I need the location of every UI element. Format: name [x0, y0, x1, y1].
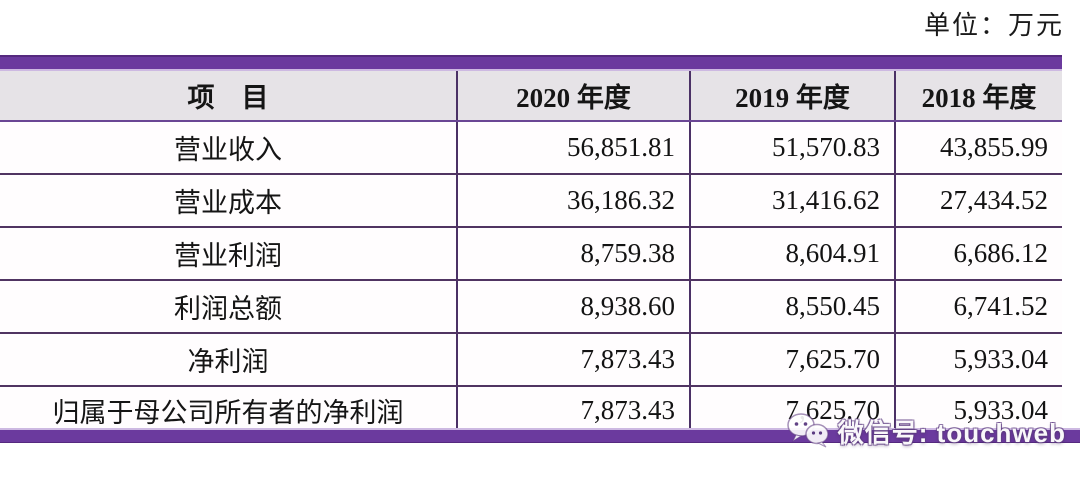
table-row: 营业收入 56,851.81 51,570.83 43,855.99	[0, 121, 1062, 175]
table-top-border	[0, 55, 1062, 71]
cell-value: 5,933.04	[894, 386, 1062, 434]
watermark: 微信号: touchweb	[786, 412, 1066, 450]
row-label: 净利润	[0, 333, 457, 387]
cell-value: 8,759.38	[456, 227, 690, 281]
row-label: 营业成本	[0, 174, 457, 228]
table-row: 利润总额 8,938.60 8,550.45 6,741.52	[0, 280, 1062, 334]
table-row: 营业利润 8,759.38 8,604.91 6,686.12	[0, 227, 1062, 281]
column-header-item: 项 目	[0, 71, 457, 122]
table-row: 净利润 7,873.43 7,625.70 5,933.04	[0, 333, 1062, 387]
row-label: 归属于母公司所有者的净利润	[0, 386, 457, 434]
financial-summary-table: 项 目 2020 年度 2019 年度 2018 年度 营业收入 56,851.…	[0, 71, 1062, 434]
cell-value: 43,855.99	[894, 121, 1062, 175]
cell-value: 56,851.81	[456, 121, 690, 175]
column-header-2018: 2018 年度	[894, 71, 1062, 122]
column-header-2019: 2019 年度	[689, 71, 895, 122]
cell-value: 8,604.91	[689, 227, 895, 281]
row-label: 营业收入	[0, 121, 457, 175]
table-row: 营业成本 36,186.32 31,416.62 27,434.52	[0, 174, 1062, 228]
cell-value: 31,416.62	[689, 174, 895, 228]
watermark-text: 微信号: touchweb	[837, 417, 1066, 448]
column-header-2020: 2020 年度	[456, 71, 690, 122]
row-label: 营业利润	[0, 227, 457, 281]
cell-value: 6,686.12	[894, 227, 1062, 281]
cell-value: 7,625.70	[689, 333, 895, 387]
row-label: 利润总额	[0, 280, 457, 334]
cell-value: 7,873.43	[456, 386, 690, 434]
cell-value: 51,570.83	[689, 121, 895, 175]
header-row: 项 目 2020 年度 2019 年度 2018 年度	[0, 71, 1062, 122]
cell-value: 8,938.60	[456, 280, 690, 334]
wechat-icon	[786, 412, 830, 450]
cell-value: 8,550.45	[689, 280, 895, 334]
table-row: 归属于母公司所有者的净利润 7,873.43 7,625.70 5,933.04	[0, 386, 1062, 434]
cell-value: 27,434.52	[894, 174, 1062, 228]
cell-value: 6,741.52	[894, 280, 1062, 334]
cell-value: 36,186.32	[456, 174, 690, 228]
unit-label: 单位：万元	[923, 11, 1064, 40]
financial-table: 项 目 2020 年度 2019 年度 2018 年度 营业收入 56,851.…	[0, 55, 1062, 434]
cell-value: 7,873.43	[456, 333, 690, 387]
cell-value: 5,933.04	[894, 333, 1062, 387]
cell-value: 7,625.70	[689, 386, 895, 434]
